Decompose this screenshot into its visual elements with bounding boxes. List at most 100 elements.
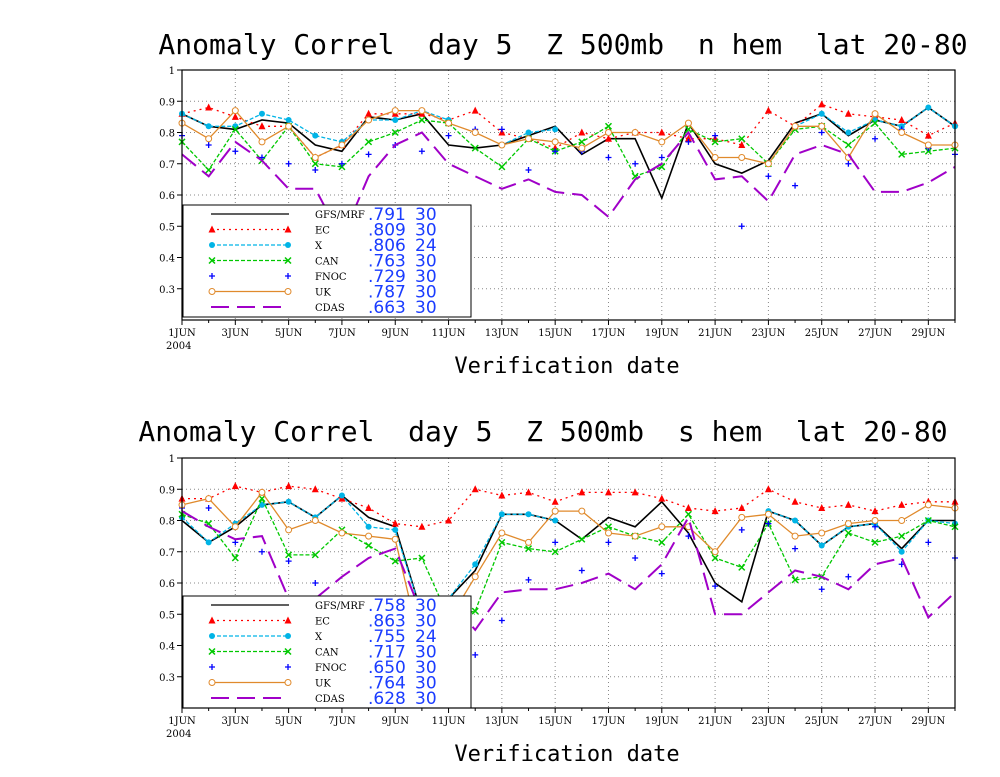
x-tick-label: 1JUN <box>168 716 196 727</box>
series-line <box>181 491 956 654</box>
x-tick-label: 17JUN <box>592 328 626 339</box>
data-point <box>844 500 852 508</box>
legend-marker <box>284 616 292 624</box>
legend-series-stat: .763 <box>368 252 406 272</box>
data-point <box>365 504 373 511</box>
x-tick-label: 25JUN <box>805 716 839 727</box>
data-point <box>711 138 719 146</box>
data-point <box>525 488 533 496</box>
x-tick-label: 17JUN <box>592 716 626 727</box>
legend-series-count: 30 <box>415 658 437 678</box>
data-point <box>285 498 292 505</box>
data-point <box>311 160 319 168</box>
data-point <box>498 141 506 149</box>
data-point <box>658 138 666 146</box>
legend-series-stat: .764 <box>368 674 406 694</box>
legend-series-stat: .628 <box>368 689 406 709</box>
data-point <box>285 122 293 130</box>
data-point <box>791 576 799 584</box>
data-point <box>205 135 213 143</box>
x-tick-label: 23JUN <box>751 716 785 727</box>
legend-series-name: CAN <box>315 257 339 268</box>
data-point <box>365 532 373 540</box>
data-point <box>391 535 399 543</box>
data-point <box>312 132 319 139</box>
legend-marker <box>208 256 216 265</box>
data-point <box>684 119 692 127</box>
legend-series-count: 30 <box>415 283 437 303</box>
data-point <box>525 129 532 136</box>
data-point <box>924 147 932 155</box>
data-point <box>818 122 826 130</box>
data-point <box>578 488 586 496</box>
x-tick-label: 13JUN <box>485 716 519 727</box>
y-tick-label: 1 <box>169 454 175 465</box>
data-point <box>604 529 612 537</box>
data-point <box>684 510 692 518</box>
data-point <box>525 167 532 173</box>
data-point <box>872 523 879 530</box>
legend-series-name: CDAS <box>315 303 345 314</box>
legend-series-count: 30 <box>415 205 437 225</box>
legend-entry: GFS/MRF .758 30 <box>211 596 437 616</box>
data-point <box>498 617 505 624</box>
legend-series-stat: .863 <box>368 612 406 632</box>
data-point <box>285 558 292 565</box>
data-point <box>844 529 852 537</box>
data-point <box>871 517 879 524</box>
data-point <box>231 554 239 562</box>
data-point <box>685 138 692 145</box>
legend-series-name: UK <box>315 288 331 299</box>
legend-series-name: X <box>315 632 323 643</box>
data-point <box>871 538 879 546</box>
series-ec <box>178 482 959 530</box>
data-point <box>551 138 559 146</box>
data-point <box>391 519 399 527</box>
x-tick-label: 25JUN <box>805 328 839 339</box>
data-point <box>445 119 453 127</box>
data-point <box>792 517 799 524</box>
x-axis-label: Verification date <box>454 354 679 379</box>
x-tick-label: 21JUN <box>698 716 732 727</box>
legend-entry: EC .863 30 <box>208 612 437 632</box>
data-point <box>605 154 612 161</box>
legend-marker <box>208 679 216 686</box>
data-point <box>925 539 932 546</box>
legend-series-stat: .787 <box>368 283 406 303</box>
data-point <box>365 138 373 146</box>
y-tick-label: 0.9 <box>159 97 175 108</box>
data-point <box>604 523 613 531</box>
data-point <box>844 141 852 149</box>
legend-series-stat: .729 <box>368 267 406 287</box>
data-point <box>844 520 852 528</box>
legend-series-name: FNOC <box>315 663 347 674</box>
x-tick-label: 3JUN <box>222 716 250 727</box>
data-point <box>684 134 692 142</box>
data-point <box>604 129 612 136</box>
data-point <box>311 154 319 161</box>
legend-series-stat: .758 <box>368 596 406 616</box>
data-point <box>764 106 772 114</box>
series-line <box>181 109 955 165</box>
data-point <box>312 580 319 586</box>
data-point <box>205 539 212 546</box>
legend-series-name: EC <box>315 226 330 237</box>
data-point <box>604 134 612 142</box>
data-point <box>365 523 372 530</box>
legend-series-name: FNOC <box>315 272 347 283</box>
data-point <box>818 100 826 108</box>
legend-series-stat: .755 <box>368 627 406 647</box>
y-tick-label: 0.4 <box>159 254 175 265</box>
data-point <box>258 495 266 503</box>
legend-series-count: 30 <box>415 674 437 694</box>
data-point <box>924 141 932 149</box>
data-point <box>205 142 212 148</box>
series-line <box>181 106 956 201</box>
data-point <box>871 119 879 127</box>
data-point <box>738 504 746 511</box>
data-point <box>578 144 586 152</box>
data-point <box>338 141 346 149</box>
data-point <box>551 507 559 515</box>
data-point <box>231 112 239 120</box>
data-point <box>792 545 799 552</box>
